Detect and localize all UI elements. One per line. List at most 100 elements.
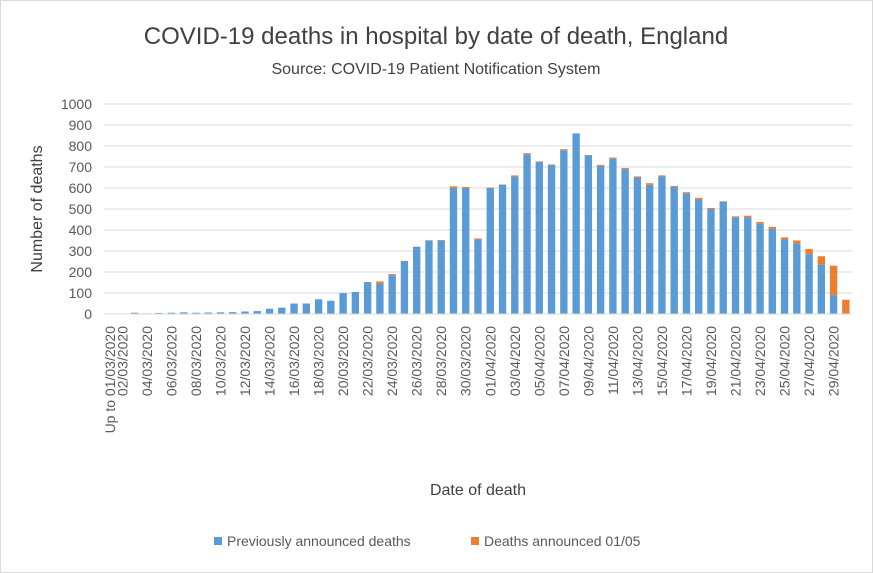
bar-previously-announced xyxy=(805,254,813,314)
bar-previously-announced xyxy=(744,217,752,314)
bar-previously-announced xyxy=(413,246,421,314)
bar-previously-announced xyxy=(192,312,200,314)
y-tick-label: 0 xyxy=(84,306,92,322)
bar-previously-announced xyxy=(167,312,176,314)
bar-previously-announced xyxy=(658,176,666,314)
bar-previously-announced xyxy=(376,283,384,314)
legend: Previously announced deaths Deaths announ… xyxy=(214,533,641,549)
bar-previously-announced xyxy=(547,164,556,314)
x-tick-label: 18/03/2020 xyxy=(311,326,327,396)
x-tick-label: 25/04/2020 xyxy=(777,326,793,396)
bar-previously-announced xyxy=(670,186,678,314)
y-axis-title: Number of deaths xyxy=(29,145,46,272)
bar-announced-01-05 xyxy=(388,274,396,276)
bar-announced-01-05 xyxy=(462,186,470,188)
bar-previously-announced xyxy=(388,275,396,314)
bar-previously-announced xyxy=(339,293,347,314)
bar-previously-announced xyxy=(572,133,580,314)
bar-previously-announced xyxy=(817,264,826,314)
y-tick-label: 600 xyxy=(69,180,93,196)
bar-previously-announced xyxy=(290,303,298,314)
y-tick-label: 400 xyxy=(69,222,93,238)
bar-previously-announced xyxy=(155,312,163,314)
x-tick-label: 10/03/2020 xyxy=(212,326,228,396)
bar-previously-announced xyxy=(498,184,507,314)
bar-previously-announced xyxy=(314,299,323,314)
bar-previously-announced xyxy=(229,312,237,314)
bar-previously-announced xyxy=(216,312,225,314)
x-axis-title: Date of death xyxy=(430,482,526,499)
bar-announced-01-05 xyxy=(511,175,519,177)
bar-announced-01-05 xyxy=(707,207,715,209)
bar-announced-01-05 xyxy=(376,281,384,284)
bar-previously-announced xyxy=(829,295,838,314)
bar-previously-announced xyxy=(511,176,519,314)
y-tick-label: 300 xyxy=(69,243,93,259)
bar-previously-announced xyxy=(327,300,335,314)
bar-announced-01-05 xyxy=(658,175,666,177)
x-tick-label: 08/03/2020 xyxy=(188,326,204,396)
x-tick-label: 29/04/2020 xyxy=(826,326,842,396)
bar-announced-01-05 xyxy=(449,186,458,188)
bar-announced-01-05 xyxy=(768,226,776,229)
bar-previously-announced xyxy=(204,312,212,314)
bar-previously-announced xyxy=(302,303,311,314)
bar-previously-announced xyxy=(278,307,286,314)
y-tick-label: 900 xyxy=(69,117,93,133)
y-tick-label: 700 xyxy=(69,159,93,175)
bar-announced-01-05 xyxy=(756,222,764,224)
x-tick-label: 26/03/2020 xyxy=(409,326,425,396)
bar-previously-announced xyxy=(474,239,482,314)
x-tick-label: 15/04/2020 xyxy=(654,326,670,396)
legend-label: Deaths announced 01/05 xyxy=(484,533,641,549)
bar-announced-01-05 xyxy=(400,260,409,262)
bar-announced-01-05 xyxy=(744,215,752,218)
x-tick-label: 24/03/2020 xyxy=(384,326,400,396)
bar-previously-announced xyxy=(682,193,691,314)
bar-previously-announced xyxy=(351,291,360,314)
legend-label: Previously announced deaths xyxy=(227,533,411,549)
bar-announced-01-05 xyxy=(596,164,605,166)
bar-announced-01-05 xyxy=(609,157,617,159)
bar-previously-announced xyxy=(596,165,605,314)
x-tick-label: 22/03/2020 xyxy=(360,326,376,396)
bar-previously-announced xyxy=(756,223,764,314)
bar-announced-01-05 xyxy=(817,256,826,265)
x-tick-label: 07/04/2020 xyxy=(556,326,572,396)
x-tick-label: 20/03/2020 xyxy=(335,326,351,396)
bar-previously-announced xyxy=(363,282,372,314)
bar-announced-01-05 xyxy=(523,153,531,155)
bar-previously-announced xyxy=(400,261,409,314)
x-tick-label: 30/03/2020 xyxy=(458,326,474,396)
bar-previously-announced xyxy=(609,158,617,314)
bar-announced-01-05 xyxy=(793,240,801,244)
bar-previously-announced xyxy=(707,209,715,314)
y-tick-label: 500 xyxy=(69,201,93,217)
bar-previously-announced xyxy=(425,240,433,314)
bar-previously-announced xyxy=(793,243,801,314)
y-tick-label: 200 xyxy=(69,264,93,280)
x-tick-label: 23/04/2020 xyxy=(752,326,768,396)
x-tick-label: 12/03/2020 xyxy=(237,326,253,396)
bar-announced-01-05 xyxy=(780,237,789,240)
x-tick-label: 11/04/2020 xyxy=(605,326,621,395)
bar-previously-announced xyxy=(449,188,458,314)
legend-swatch xyxy=(214,537,222,545)
bar-previously-announced xyxy=(253,311,261,314)
bar-previously-announced xyxy=(645,184,654,314)
bar-previously-announced xyxy=(130,312,139,314)
x-tick-label: 03/04/2020 xyxy=(507,326,523,396)
chart-subtitle: Source: COVID-19 Patient Notification Sy… xyxy=(271,61,600,78)
chart-title: COVID-19 deaths in hospital by date of d… xyxy=(144,23,728,50)
bar-announced-01-05 xyxy=(633,176,642,178)
bar-announced-01-05 xyxy=(474,238,482,240)
x-tick-label: 04/03/2020 xyxy=(139,326,155,396)
x-tick-label: 19/04/2020 xyxy=(703,326,719,396)
bar-previously-announced xyxy=(621,169,629,314)
bar-previously-announced xyxy=(731,217,740,314)
x-tick-label: 21/04/2020 xyxy=(728,326,744,396)
bar-announced-01-05 xyxy=(560,149,568,151)
bar-previously-announced xyxy=(523,154,531,314)
